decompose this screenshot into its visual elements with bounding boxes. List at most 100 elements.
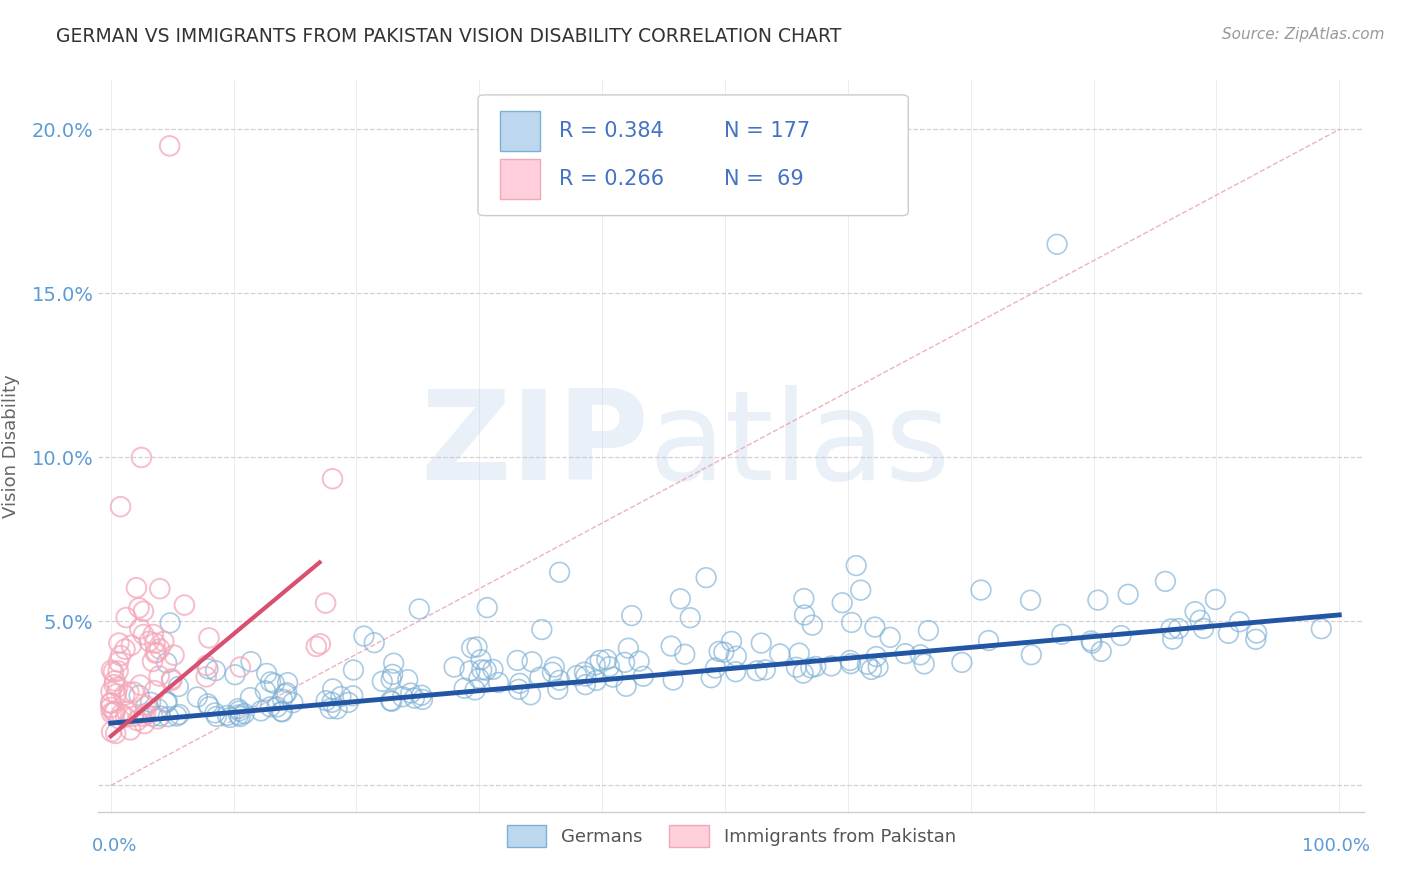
Point (613, 656, 636, 670)
Point (198, 699, 221, 714)
Point (695, 571, 717, 585)
Point (724, 665, 747, 679)
Point (720, 634, 742, 648)
Point (575, 669, 598, 683)
Point (506, 653, 529, 667)
Point (271, 705, 294, 719)
Point (100, 663, 122, 677)
Point (1080, 634, 1102, 648)
Point (152, 634, 174, 648)
Point (142, 627, 165, 641)
FancyBboxPatch shape (478, 95, 908, 216)
Point (131, 450, 153, 465)
Point (143, 683, 166, 698)
Point (198, 631, 221, 645)
Point (342, 663, 364, 677)
Point (912, 657, 935, 671)
Point (167, 680, 190, 694)
Point (477, 600, 499, 615)
Point (100, 700, 122, 714)
Point (482, 662, 505, 676)
Point (156, 694, 179, 708)
Point (315, 596, 337, 610)
Point (598, 659, 620, 673)
Point (100, 706, 122, 720)
Point (785, 660, 807, 674)
Point (1019, 593, 1042, 607)
Point (114, 710, 136, 724)
Point (156, 656, 179, 670)
Point (108, 636, 131, 650)
Point (849, 583, 872, 598)
Point (104, 726, 127, 740)
Point (662, 673, 685, 687)
Point (271, 692, 294, 706)
Point (120, 723, 142, 737)
Point (396, 673, 419, 687)
Point (574, 678, 596, 692)
Point (127, 714, 149, 728)
Point (381, 667, 404, 681)
Point (475, 663, 498, 677)
Point (149, 582, 172, 596)
Point (132, 627, 155, 641)
Point (128, 622, 150, 636)
Point (148, 669, 170, 683)
Point (125, 581, 148, 595)
Point (845, 558, 868, 573)
Point (453, 681, 475, 695)
Point (363, 636, 385, 650)
Point (277, 675, 299, 690)
Text: atlas: atlas (648, 385, 950, 507)
Point (585, 673, 607, 688)
Point (145, 646, 167, 660)
Point (1161, 632, 1184, 647)
Point (134, 716, 156, 731)
Point (793, 591, 815, 606)
Point (132, 604, 155, 618)
Point (659, 639, 682, 653)
Point (970, 582, 993, 597)
Text: N =  69: N = 69 (724, 169, 803, 189)
Point (381, 694, 404, 708)
Point (548, 673, 571, 688)
Point (841, 615, 863, 630)
Point (266, 700, 288, 714)
Point (617, 641, 640, 656)
Point (787, 646, 810, 660)
Point (103, 705, 125, 719)
Point (270, 705, 292, 719)
Point (309, 637, 332, 651)
Point (749, 636, 772, 650)
Point (326, 702, 349, 716)
Point (128, 689, 150, 703)
Point (143, 636, 166, 650)
Point (519, 688, 541, 702)
Point (412, 692, 434, 706)
Point (305, 640, 328, 654)
Point (1192, 622, 1215, 636)
Text: Source: ZipAtlas.com: Source: ZipAtlas.com (1222, 27, 1385, 42)
Text: R = 0.266: R = 0.266 (560, 169, 664, 189)
Point (197, 697, 219, 711)
Point (460, 640, 482, 655)
Point (704, 661, 727, 675)
Point (614, 679, 637, 693)
Point (115, 610, 138, 624)
Point (146, 712, 169, 726)
Point (315, 694, 337, 708)
Point (1050, 627, 1073, 641)
Point (863, 620, 886, 634)
Point (204, 706, 226, 720)
Point (707, 644, 730, 658)
Point (669, 591, 692, 606)
Point (167, 707, 190, 722)
Point (950, 656, 973, 670)
Point (1310, 622, 1333, 636)
Point (141, 654, 163, 668)
Point (228, 707, 250, 722)
Point (108, 712, 131, 726)
Point (149, 641, 172, 656)
Point (256, 666, 278, 681)
Point (800, 661, 823, 675)
